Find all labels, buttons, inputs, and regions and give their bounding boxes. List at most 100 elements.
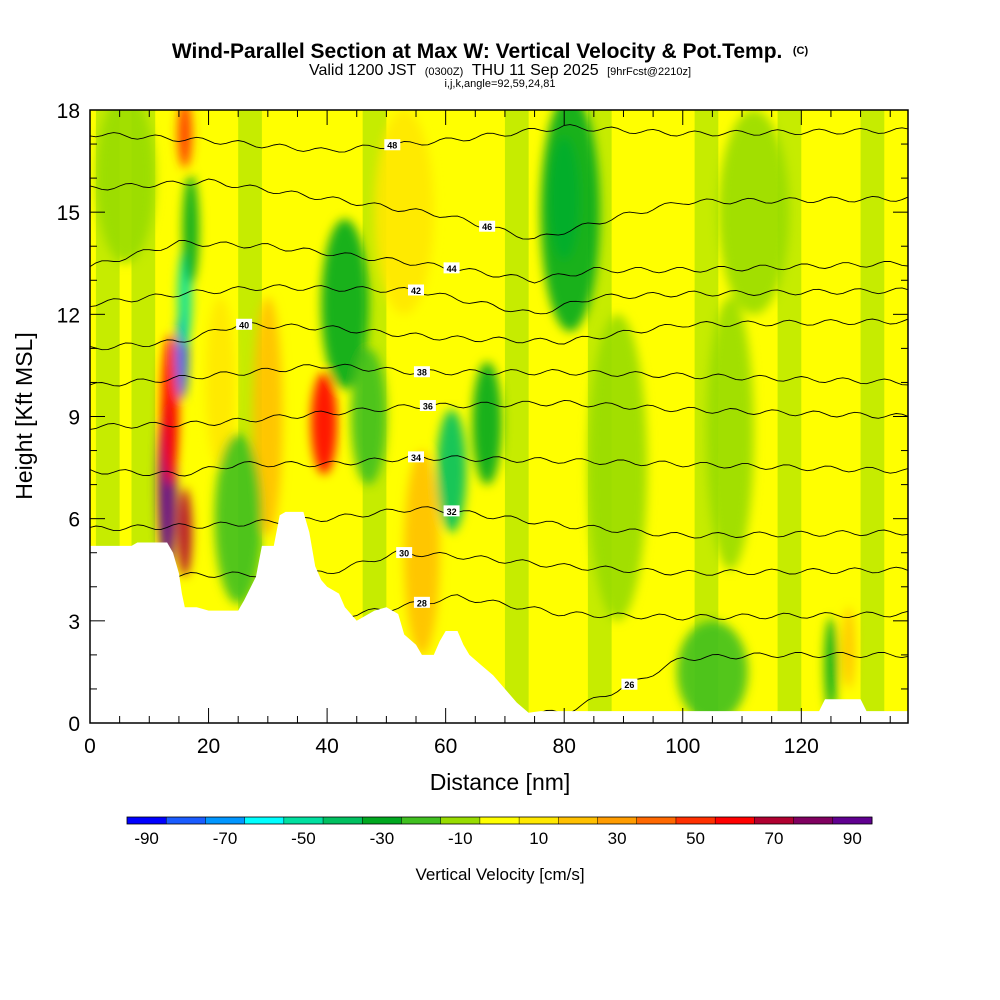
contour-label-box: [408, 451, 425, 463]
contour-label-box: [408, 284, 425, 296]
contour-label-32: 32: [447, 507, 457, 517]
velocity-cell: [436, 409, 467, 533]
theta-contour-36: [90, 399, 908, 430]
indices-label: i,j,k,angle=92,59,24,81: [444, 78, 555, 90]
colorbar-tick-label: -90: [134, 829, 159, 848]
colorbar-swatch: [754, 817, 795, 824]
velocity-cell: [177, 110, 192, 168]
colorbar-frame: [126, 816, 873, 825]
velocity-cell: [374, 110, 434, 315]
valid-utc-label: (0300Z): [425, 66, 464, 78]
contour-label-36: 36: [423, 402, 433, 412]
chart-title-main: Wind-Parallel Section at Max W: Vertical…: [172, 40, 783, 63]
contour-label-40: 40: [239, 320, 249, 330]
colorbar-swatch: [323, 817, 363, 824]
contour-label-34: 34: [411, 453, 421, 463]
velocity-band: [694, 110, 719, 723]
contour-label-30: 30: [399, 549, 409, 559]
velocity-band: [647, 110, 671, 723]
colorbar-swatch: [401, 817, 442, 824]
copyright-mark: (C): [793, 45, 809, 57]
colorbar-swatch: [479, 817, 520, 824]
x-axis-title: Distance [nm]: [430, 769, 571, 795]
theta-contour-48: [90, 124, 908, 153]
terrain-mask: [90, 511, 908, 723]
colorbar-swatch: [127, 817, 167, 824]
x-tick-label: 100: [665, 735, 700, 758]
contour-label-44: 44: [447, 264, 457, 274]
y-tick-label: 12: [57, 304, 80, 327]
colorbar-tick-label: -50: [291, 829, 316, 848]
colorbar-swatch: [166, 817, 206, 824]
contour-label-box: [621, 678, 638, 690]
forecast-label: [9hrFcst@2210z]: [607, 66, 691, 78]
contour-label-28: 28: [417, 598, 427, 608]
colorbar-tick-label: 10: [529, 829, 548, 848]
colorbar-swatch: [244, 817, 285, 824]
chart-subtitle: Valid 1200 JST (0300Z) THU 11 Sep 2025 […: [309, 62, 691, 79]
colorbar-swatch: [362, 817, 402, 824]
colorbar-tick-label: -30: [370, 829, 395, 848]
contour-label-box: [413, 596, 430, 608]
velocity-cell: [587, 314, 648, 621]
colorbar-swatch: [793, 817, 834, 824]
chart-title: Wind-Parallel Section at Max W: Vertical…: [172, 40, 809, 63]
x-tick-label: 120: [784, 735, 819, 758]
contour-label-box: [443, 505, 460, 517]
velocity-cell: [95, 110, 156, 264]
velocity-cell: [253, 297, 283, 536]
contour-label-box: [479, 220, 496, 232]
velocity-cell: [842, 607, 855, 689]
colorbar-tick-label: 50: [686, 829, 705, 848]
x-tick-label: 20: [197, 735, 220, 758]
colorbar-tick-label: 70: [765, 829, 784, 848]
velocity-band: [504, 110, 529, 723]
velocity-cell: [718, 110, 790, 315]
velocity-cell: [182, 174, 200, 284]
theta-contour-40: [90, 318, 908, 351]
velocity-cell: [214, 433, 262, 604]
colorbar-title: Vertical Velocity [cm/s]: [415, 865, 584, 884]
y-tick-label: 6: [68, 509, 80, 532]
theta-contour-44: [90, 239, 908, 284]
valid-date-label: THU 11 Sep 2025: [472, 62, 599, 79]
velocity-cell: [321, 218, 369, 390]
velocity-band: [860, 110, 885, 723]
y-tick-label: 18: [57, 100, 80, 123]
velocity-cell: [177, 488, 192, 577]
colorbar-tick-label: 90: [843, 829, 862, 848]
contour-label-46: 46: [482, 222, 492, 232]
velocity-cell: [540, 110, 600, 332]
colorbar-tick-label: -70: [213, 829, 238, 848]
contour-label-42: 42: [411, 286, 421, 296]
theta-contour-46: [90, 178, 908, 240]
colorbar-swatch: [519, 817, 559, 824]
velocity-cell: [676, 620, 748, 723]
colorbar-swatch: [558, 817, 599, 824]
theta-contour-32: [90, 506, 908, 539]
colorbar-tick-label: -10: [448, 829, 473, 848]
x-tick-label: 80: [553, 735, 576, 758]
colorbar-swatch: [283, 817, 324, 824]
contour-label-box: [384, 139, 401, 151]
velocity-cell: [311, 372, 338, 475]
y-axis-title: Height [Kft MSL]: [11, 332, 37, 499]
theta-contour-30: [90, 549, 908, 580]
y-tick-label: 0: [68, 713, 80, 736]
colorbar-swatch: [832, 817, 873, 824]
velocity-cell: [824, 617, 838, 713]
x-tick-label: 0: [84, 735, 96, 758]
colorbar-swatch: [636, 817, 677, 824]
colorbar-swatch: [675, 817, 716, 824]
x-tick-label: 40: [315, 735, 338, 758]
colorbar-tick-label: 30: [608, 829, 627, 848]
velocity-cell: [350, 348, 387, 485]
colorbar-swatch: [440, 817, 481, 824]
contour-label-26: 26: [624, 680, 634, 690]
contour-label-box: [396, 547, 413, 559]
valid-time-label: Valid 1200 JST: [309, 62, 417, 79]
contour-label-box: [236, 318, 253, 330]
theta-contour-34: [90, 454, 908, 477]
